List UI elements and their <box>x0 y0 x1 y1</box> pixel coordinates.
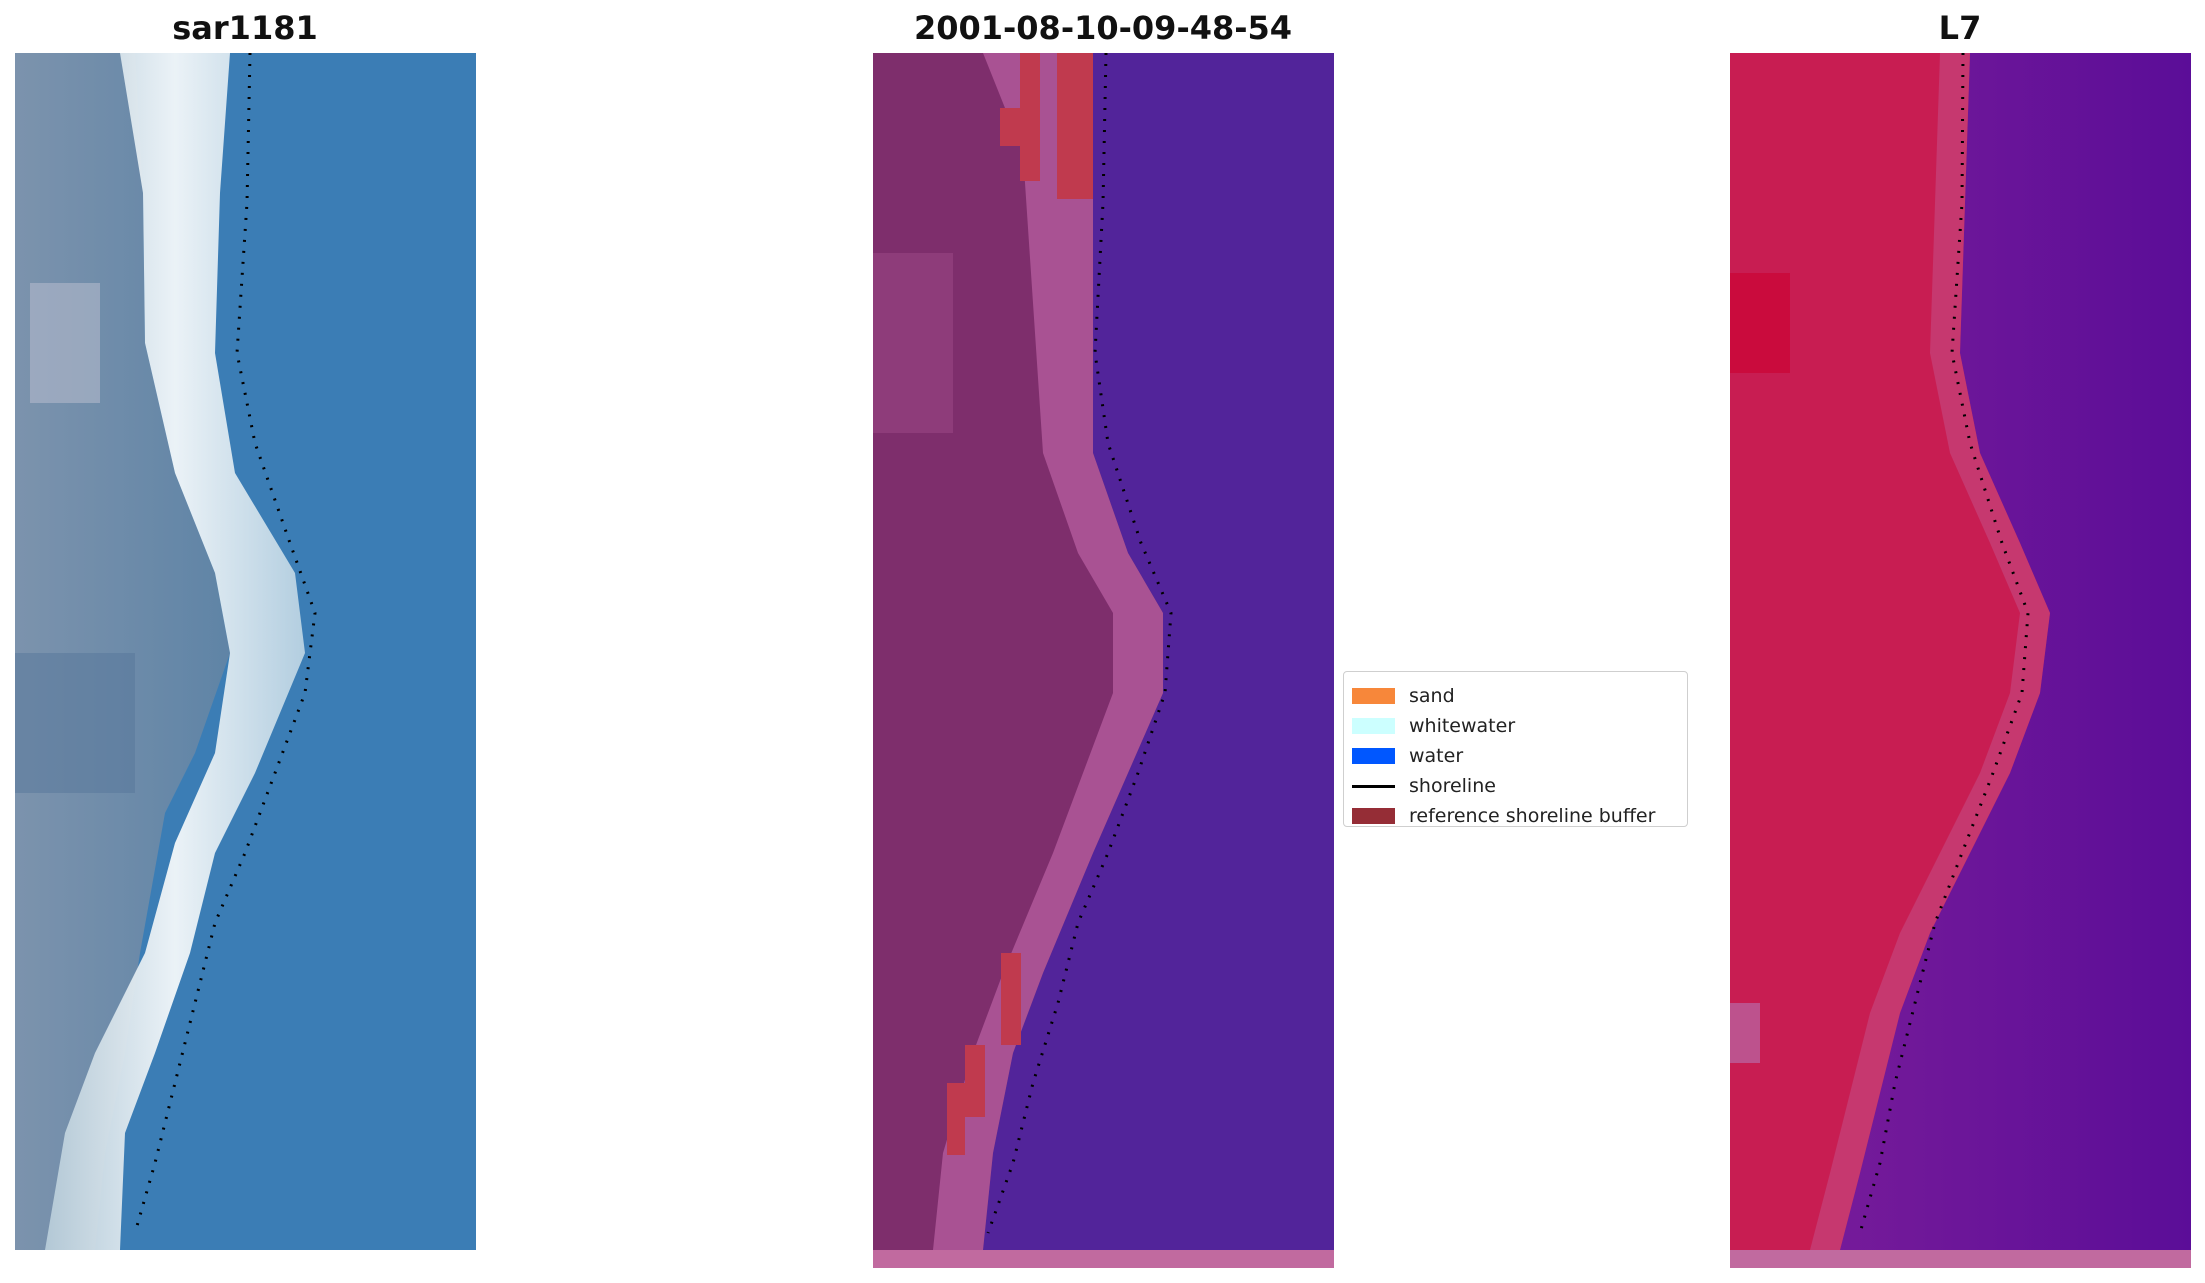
legend-label: reference shoreline buffer <box>1409 805 1656 827</box>
legend-label: whitewater <box>1409 715 1516 737</box>
legend-label: sand <box>1409 685 1455 707</box>
legend-swatch-reference-buffer <box>1352 808 1395 824</box>
legend-swatch-shoreline <box>1352 784 1395 788</box>
index-image <box>1730 53 2191 1268</box>
rgb-image-panel <box>15 53 476 1250</box>
legend-swatch-water <box>1352 748 1395 764</box>
legend-item-shoreline: shoreline <box>1352 772 1496 800</box>
panel-title-classified: 2001-08-10-09-48-54 <box>913 9 1293 47</box>
classified-image-panel <box>873 53 1334 1268</box>
legend-item-sand: sand <box>1352 682 1455 710</box>
legend-swatch-sand <box>1352 688 1395 704</box>
legend-swatch-whitewater <box>1352 718 1395 734</box>
legend-label: water <box>1409 745 1464 767</box>
legend-item-whitewater: whitewater <box>1352 712 1515 740</box>
classified-image <box>873 53 1334 1268</box>
legend-item-water: water <box>1352 742 1463 770</box>
panel-title-rgb: sar1181 <box>172 9 318 47</box>
legend: sand whitewater water shoreline referenc… <box>1343 671 1688 827</box>
rgb-image <box>15 53 476 1250</box>
legend-label: shoreline <box>1409 775 1496 797</box>
legend-item-reference-buffer: reference shoreline buffer <box>1352 802 1655 830</box>
panel-title-index: L7 <box>1938 9 1982 47</box>
index-image-panel <box>1730 53 2191 1268</box>
shoreline-line <box>1858 53 2030 1234</box>
